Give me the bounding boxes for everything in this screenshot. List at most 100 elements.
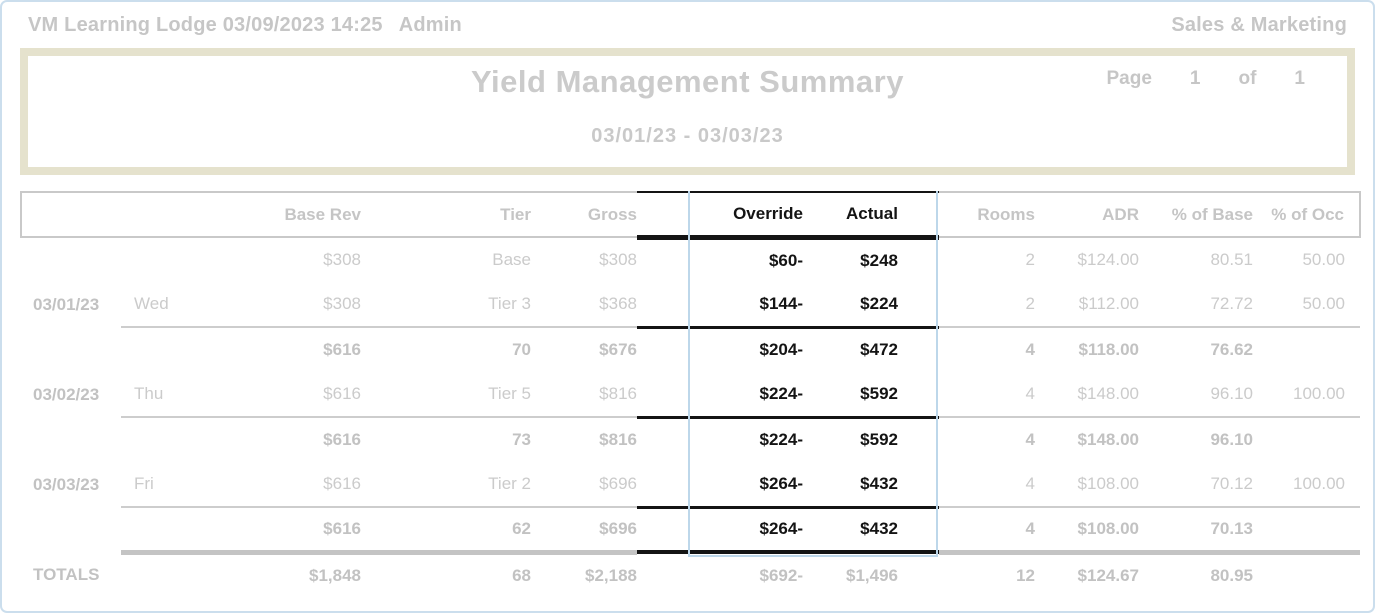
cell-adr: $124.00: [1077, 250, 1139, 269]
cell-pct_base: 76.62: [1210, 340, 1253, 359]
cell-day: [121, 417, 206, 462]
cell-day: [121, 507, 206, 555]
cell-base_rev: $308: [206, 282, 361, 328]
cell-date: [21, 327, 121, 372]
cell-tier: 73: [512, 430, 531, 449]
cell-override: $204-: [759, 340, 803, 360]
cell-pct_occ: [1253, 552, 1360, 597]
table-row: 03/02/23 Thu $616 Tier 5 $816 $224- $592 4 $148.…: [21, 372, 1360, 419]
cell-tier: Base: [492, 250, 531, 269]
cell-base_rev: $616: [206, 462, 361, 508]
table-row: $616 73 $816 $224- $592 4 $148.00 96.10: [21, 417, 1360, 462]
cell-date: TOTALS: [33, 564, 100, 584]
cell-pct_occ: [1253, 417, 1360, 462]
table-header-row: Base Rev Tier Gross Override Actual Rooms ADR%…: [20, 191, 1361, 240]
cell-base_rev: $616: [206, 507, 361, 555]
cell-adr: $108.00: [1035, 507, 1139, 555]
cell-date: 03/03/23: [33, 474, 100, 494]
column-header-day: [121, 191, 206, 238]
cell-override: $692-: [759, 565, 803, 585]
table-row: 03/03/23 Fri $616 Tier 2 $696 $264- $432 4 $108.…: [21, 462, 1360, 509]
cell-adr: $148.00: [1035, 372, 1139, 418]
cell-rooms: 4: [939, 507, 1035, 555]
property-datetime-label: VM Learning Lodge 03/09/2023 14:25: [28, 14, 383, 36]
cell-date: 03/02/23: [33, 384, 100, 404]
column-header-base_rev: Base Rev: [206, 191, 361, 238]
cell-rooms: 4: [939, 372, 1035, 418]
cell-gross: $2,188: [585, 565, 637, 585]
cell-pct_occ: [1253, 507, 1360, 555]
cell-base_rev: $616: [323, 340, 361, 359]
page-header: VM Learning Lodge 03/09/2023 14:25 Admin …: [2, 2, 1373, 37]
cell-actual: $432: [803, 462, 939, 509]
cell-actual: $592: [860, 430, 898, 450]
cell-date: [21, 507, 121, 552]
cell-actual: $432: [803, 507, 939, 554]
table-row: $616 70 $676 $204- $472 4 $118.00 76.62: [21, 327, 1360, 372]
cell-gross: $816: [531, 372, 637, 418]
cell-override: $224-: [759, 430, 803, 450]
cell-gross: $696: [531, 507, 637, 555]
cell-base_rev: $616: [206, 372, 361, 418]
cell-pct_occ: [1253, 327, 1360, 372]
totals-row: TOTALS $1,848 68 $2,188 $692- $1,496 12 $124.67…: [21, 552, 1360, 597]
cell-pct_base: 80.95: [1210, 565, 1253, 585]
cell-date: [21, 417, 121, 462]
cell-base_rev: $1,848: [309, 565, 361, 585]
cell-pct_base: 72.72: [1139, 282, 1253, 328]
cell-pct_occ: 100.00: [1253, 372, 1360, 418]
cell-day: [121, 237, 206, 282]
column-header-rooms: Rooms: [939, 191, 1035, 238]
cell-actual: $248: [860, 250, 898, 270]
cell-gross: $308: [599, 250, 637, 269]
cell-actual: $1,496: [846, 565, 898, 585]
cell-tier: Tier 5: [361, 372, 531, 418]
cell-base_rev: $616: [323, 430, 361, 449]
cell-gross: $676: [599, 340, 637, 359]
cell-rooms: 4: [1025, 340, 1035, 359]
cell-override: $264-: [637, 507, 803, 554]
column-header-date: [20, 191, 121, 238]
cell-override: $60-: [768, 250, 803, 270]
cell-date: 03/01/23: [33, 294, 100, 314]
cell-pct_base: 96.10: [1139, 372, 1253, 418]
cell-adr: $124.67: [1077, 565, 1139, 585]
cell-day: Thu: [121, 372, 206, 418]
cell-adr: $148.00: [1077, 430, 1139, 449]
cell-gross: $696: [531, 462, 637, 508]
column-header-gross: Gross: [531, 191, 637, 238]
cell-tier: 62: [361, 507, 531, 555]
cell-adr: $118.00: [1078, 340, 1139, 359]
cell-rooms: 4: [1025, 430, 1035, 449]
table-row: 03/01/23 Wed $308 Tier 3 $368 $144- $224 2 $112.…: [21, 282, 1360, 329]
column-header-tier: Tier: [361, 191, 531, 238]
cell-gross: $816: [599, 430, 637, 449]
cell-pct_base: 70.12: [1139, 462, 1253, 508]
cell-rooms: 2: [939, 282, 1035, 328]
cell-adr: $112.00: [1035, 282, 1139, 328]
department-label: Sales & Marketing: [1171, 14, 1347, 36]
report-date-range: 03/01/23 - 03/03/23: [591, 125, 784, 147]
user-label: Admin: [398, 14, 462, 36]
column-header-pct_base: % of Base: [1139, 191, 1253, 238]
cell-tier: Tier 3: [361, 282, 531, 328]
column-header-override: Override: [637, 191, 803, 240]
cell-actual: $472: [860, 340, 898, 360]
cell-day: Fri: [121, 462, 206, 508]
total-pages: 1: [1294, 68, 1305, 89]
cell-rooms: 12: [1016, 565, 1035, 585]
cell-rooms: 4: [939, 462, 1035, 508]
cell-tier: 68: [512, 565, 531, 585]
cell-actual: $592: [803, 372, 939, 419]
cell-pct_base: 96.10: [1210, 430, 1253, 449]
column-header-pct_occ: % of Occ: [1253, 191, 1361, 238]
cell-pct_base: 70.13: [1139, 507, 1253, 555]
table-wrap: Base Rev Tier Gross Override Actual Rooms ADR%…: [20, 191, 1361, 597]
cell-base_rev: $308: [323, 250, 361, 269]
cell-pct_occ: 100.00: [1253, 462, 1360, 508]
cell-adr: $108.00: [1035, 462, 1139, 508]
cell-actual: $224: [803, 282, 939, 329]
cell-day: Wed: [121, 282, 206, 328]
cell-rooms: 2: [1025, 250, 1035, 269]
